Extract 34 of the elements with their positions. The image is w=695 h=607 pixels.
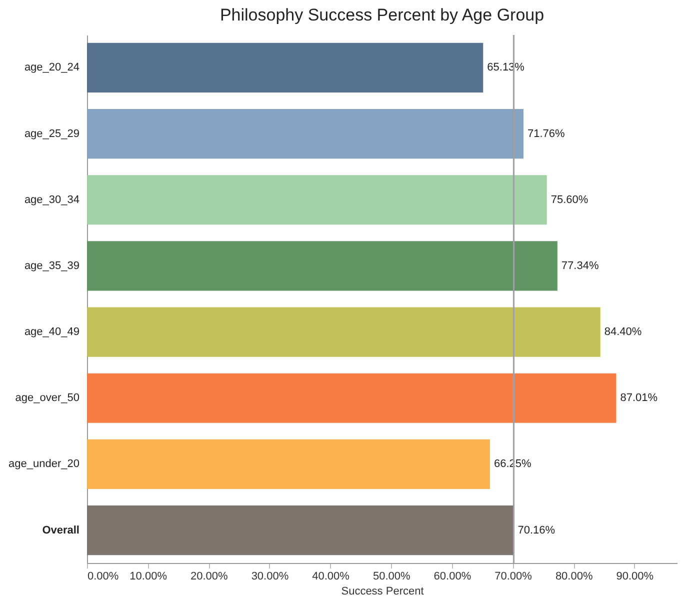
x-tick-label: 70.00% — [494, 570, 532, 582]
bar — [87, 506, 514, 556]
bar — [87, 307, 600, 357]
y-tick-label: age_over_50 — [15, 392, 80, 404]
data-label: 87.01% — [620, 392, 658, 404]
y-tick-label: age_under_20 — [8, 458, 80, 470]
x-tick-label: 50.00% — [372, 570, 410, 582]
chart-title: Philosophy Success Percent by Age Group — [220, 5, 544, 24]
x-tick-label: 20.00% — [190, 570, 228, 582]
x-tick-label: 10.00% — [130, 570, 168, 582]
y-tick-label: age_40_49 — [24, 326, 80, 338]
y-tick-label: Overall — [42, 524, 80, 536]
data-label: 84.40% — [604, 326, 642, 338]
x-tick-label: 60.00% — [434, 570, 472, 582]
data-label: 71.76% — [527, 128, 566, 140]
x-tick-label: 40.00% — [312, 570, 350, 582]
x-tick-label: 90.00% — [616, 570, 654, 582]
bar — [87, 109, 524, 159]
x-tick-label: 30.00% — [251, 570, 289, 582]
y-tick-label: age_20_24 — [24, 62, 80, 74]
y-tick-label: age_35_39 — [24, 260, 80, 272]
x-tick-label: 0.00% — [88, 570, 119, 582]
data-label: 77.34% — [561, 260, 599, 272]
data-label: 70.16% — [518, 524, 556, 536]
data-label: 75.60% — [550, 194, 588, 206]
y-tick-label: age_25_29 — [24, 128, 80, 140]
bar — [87, 42, 484, 92]
x-axis-title: Success Percent — [341, 586, 424, 598]
bar — [87, 373, 616, 423]
bar — [87, 439, 490, 489]
bar — [87, 175, 547, 225]
y-tick-label: age_30_34 — [24, 194, 80, 206]
x-tick-label: 80.00% — [555, 570, 593, 582]
bar — [87, 241, 558, 291]
